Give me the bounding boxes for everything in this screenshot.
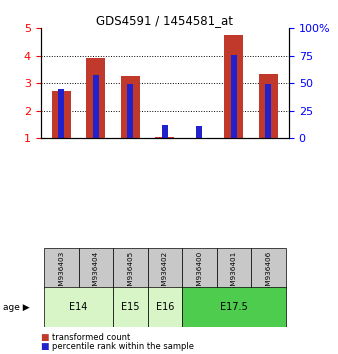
Bar — [265, 84, 271, 138]
Text: E17.5: E17.5 — [220, 302, 248, 312]
Bar — [155, 137, 174, 138]
Bar — [217, 248, 251, 289]
Bar — [224, 35, 243, 138]
Text: GSM936400: GSM936400 — [196, 251, 202, 295]
Bar — [86, 58, 105, 138]
Text: age ▶: age ▶ — [3, 303, 30, 312]
Text: GSM936401: GSM936401 — [231, 251, 237, 295]
Bar — [147, 287, 182, 327]
Text: E16: E16 — [155, 302, 174, 312]
Bar — [182, 248, 217, 289]
Bar — [93, 75, 99, 138]
Text: percentile rank within the sample: percentile rank within the sample — [52, 342, 194, 351]
Bar — [259, 74, 278, 138]
Bar — [78, 248, 113, 289]
Bar — [147, 248, 182, 289]
Text: E14: E14 — [69, 302, 88, 312]
Text: ■: ■ — [41, 342, 49, 351]
Bar — [113, 248, 147, 289]
Text: GSM936403: GSM936403 — [58, 251, 64, 295]
Text: GSM936404: GSM936404 — [93, 251, 99, 295]
Bar — [251, 248, 286, 289]
Bar — [58, 89, 64, 138]
Bar — [127, 84, 134, 138]
Text: GSM936405: GSM936405 — [127, 251, 133, 295]
Bar — [44, 248, 78, 289]
Bar — [196, 126, 202, 138]
Text: GSM936406: GSM936406 — [265, 251, 271, 295]
Bar — [162, 125, 168, 138]
Bar — [113, 287, 147, 327]
Bar — [52, 91, 71, 138]
Text: E15: E15 — [121, 302, 140, 312]
Bar — [182, 287, 286, 327]
Bar — [121, 76, 140, 138]
Text: transformed count: transformed count — [52, 332, 131, 342]
Text: ■: ■ — [41, 332, 49, 342]
Text: GSM936402: GSM936402 — [162, 251, 168, 295]
Bar — [231, 55, 237, 138]
Bar — [44, 287, 113, 327]
Bar — [190, 137, 209, 138]
Title: GDS4591 / 1454581_at: GDS4591 / 1454581_at — [96, 14, 233, 27]
